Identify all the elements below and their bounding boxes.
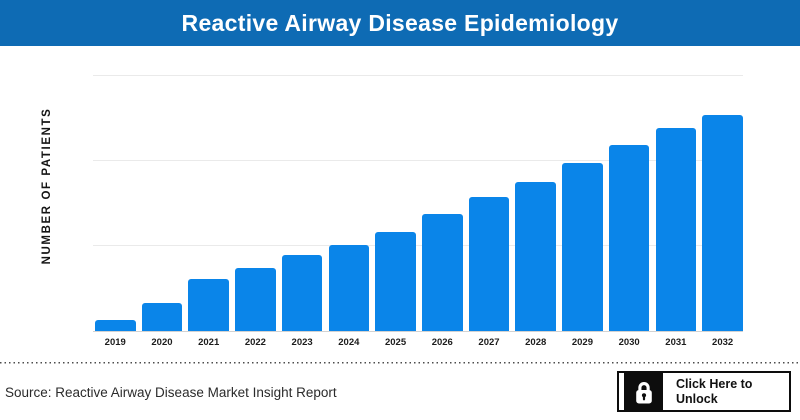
bar-2030 [608,145,650,331]
x-tick-2030: 2030 [618,337,640,348]
plot-area [93,65,743,332]
page-title: Reactive Airway Disease Epidemiology [181,9,619,36]
gridline-1 [93,160,743,161]
x-tick-2028: 2028 [525,337,547,348]
unlock-button-label-line2: Unlock [676,391,718,406]
bar-2023 [281,255,323,331]
lock-icon-box [624,373,663,410]
x-tick-2026: 2026 [431,337,453,348]
bar-2020 [141,302,183,331]
y-axis-title: NUMBER OF PATIENTS [41,107,53,265]
unlock-button-label-line1: Click Here to [676,376,753,391]
bar-2024 [328,244,370,331]
x-tick-2032: 2032 [712,337,734,348]
x-tick-2029: 2029 [571,337,593,348]
source-text: Source: Reactive Airway Disease Market I… [5,385,337,400]
x-tick-2021: 2021 [198,337,220,348]
unlock-button-label: Click Here to Unlock [663,373,789,410]
header-banner: Reactive Airway Disease Epidemiology [0,0,800,46]
x-tick-2024: 2024 [338,337,360,348]
bar-2029 [562,162,603,331]
bar-2026 [422,214,463,331]
x-tick-2031: 2031 [665,337,687,348]
bar-2028 [515,182,556,331]
x-tick-2022: 2022 [244,337,266,348]
bar-2027 [468,197,510,331]
x-axis-labels: 2019 2020 2021 2022 2023 2024 2025 2026 2027 2028… [93,337,743,351]
x-tick-2027: 2027 [478,337,500,348]
x-tick-2023: 2023 [291,337,313,348]
bar-2032 [702,115,743,331]
x-tick-2020: 2020 [151,337,173,348]
gridline-0 [93,75,743,76]
x-tick-2019: 2019 [104,337,126,348]
bar-2019 [95,320,136,331]
lock-icon [635,381,652,403]
bar-2022 [235,268,276,331]
x-tick-2025: 2025 [384,337,407,348]
bar-2025 [375,231,416,331]
unlock-button[interactable]: Click Here to Unlock [617,371,791,412]
unlock-button-accent-strip [619,373,624,410]
bar-2021 [188,279,229,331]
bar-2031 [655,128,697,331]
gridline-2 [93,245,743,246]
divider-dotted-line [0,362,800,364]
